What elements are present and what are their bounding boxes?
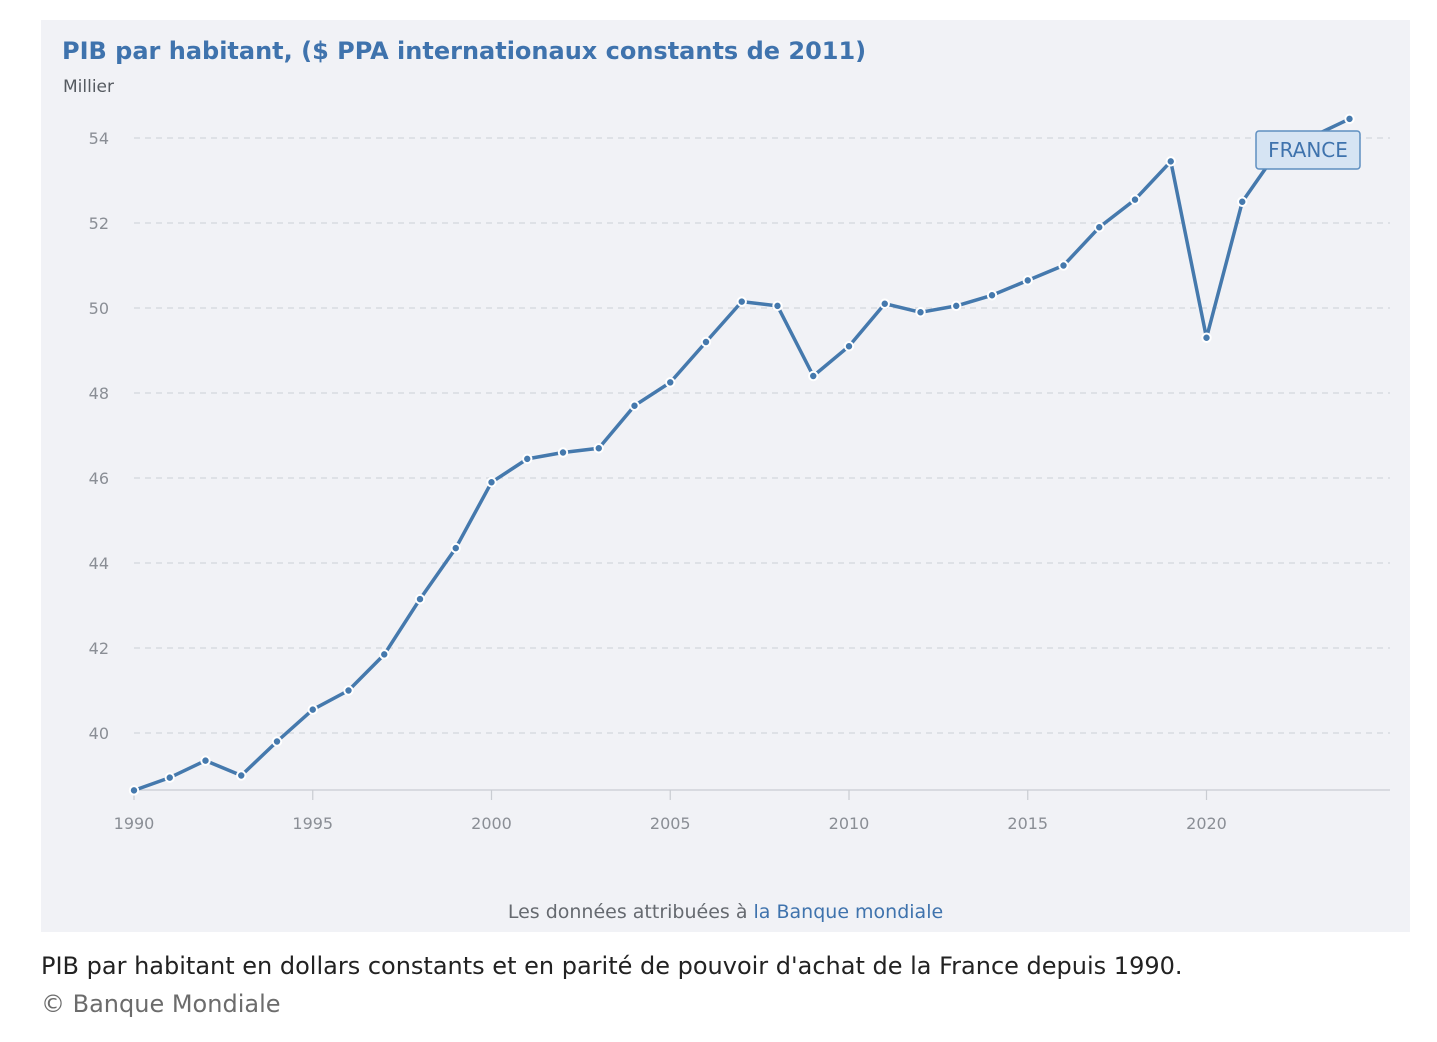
data-point [1129, 194, 1141, 205]
figure-credit: © Banque Mondiale [41, 990, 281, 1018]
y-tick-label: 54 [89, 129, 109, 148]
data-point [414, 593, 426, 605]
y-tick-label: 44 [89, 554, 109, 573]
data-point [1022, 275, 1033, 286]
data-point [593, 443, 604, 454]
data-point [736, 296, 747, 307]
y-tick-label: 48 [89, 384, 109, 403]
data-point [1201, 332, 1212, 343]
x-tick-label: 1990 [114, 814, 155, 833]
data-point [164, 772, 175, 783]
attribution: Les données attribuées à la Banque mondi… [41, 901, 1410, 923]
x-tick-label: 2000 [471, 814, 512, 833]
series-label-background [1255, 130, 1361, 170]
data-point [450, 542, 461, 554]
x-tick-label: 1995 [292, 814, 333, 833]
x-tick-label: 2005 [650, 814, 691, 833]
data-point [986, 290, 998, 301]
y-tick-label: 40 [89, 724, 109, 743]
data-point [1165, 156, 1176, 167]
data-point [200, 755, 211, 766]
x-tick-label: 2010 [829, 814, 870, 833]
series-label-text: FRANCE [1268, 138, 1348, 162]
y-tick-label: 42 [89, 639, 109, 658]
data-point [522, 453, 533, 465]
attribution-text: Les données attribuées à [507, 901, 754, 923]
data-point [236, 770, 247, 781]
data-point [557, 447, 569, 458]
data-point [1094, 222, 1105, 233]
y-tick-label: 50 [89, 299, 109, 318]
world-bank-link[interactable]: la Banque mondiale [753, 901, 944, 923]
series-label-box: FRANCE [1255, 130, 1361, 170]
data-point [629, 400, 640, 411]
line-chart: 40 42 44 46 48 50 52 54 1990 1995 2000 2005 2010 2015… [89, 113, 1390, 833]
data-point [1058, 260, 1069, 271]
data-point [1344, 113, 1355, 125]
data-point [379, 649, 390, 660]
chart-panel: PIB par habitant, ($ PPA internationaux … [41, 20, 1410, 932]
data-point [951, 300, 962, 312]
data-point [271, 736, 283, 747]
data-point [808, 370, 819, 382]
data-point [772, 300, 783, 312]
series-line [133, 117, 1351, 793]
data-point [915, 307, 926, 318]
data-point [307, 704, 318, 715]
data-point [1237, 196, 1248, 207]
x-tick-label: 2020 [1186, 814, 1227, 833]
data-point [879, 298, 890, 309]
y-tick-label: 52 [89, 214, 109, 233]
data-point [128, 785, 140, 796]
x-tick-label: 2015 [1007, 814, 1048, 833]
figure-caption: PIB par habitant en dollars constants et… [41, 952, 1183, 980]
data-point [700, 336, 712, 348]
y-tick-label: 46 [89, 469, 109, 488]
y-unit-label: Millier [63, 77, 115, 97]
data-point [665, 377, 676, 388]
data-point [343, 685, 354, 696]
data-point [486, 477, 497, 488]
chart-title: PIB par habitant, ($ PPA internationaux … [62, 37, 867, 65]
data-point [843, 341, 855, 352]
